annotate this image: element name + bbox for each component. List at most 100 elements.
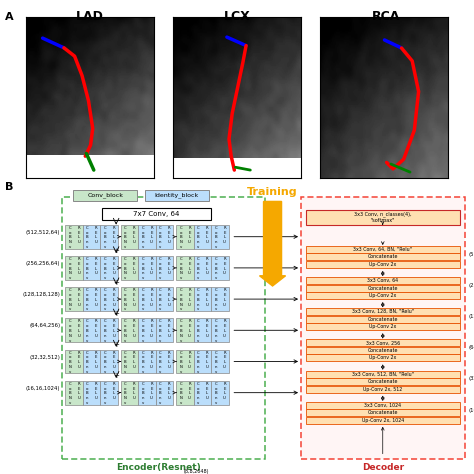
Text: N: N (124, 396, 127, 400)
Text: R: R (95, 319, 98, 323)
Text: C: C (103, 226, 106, 230)
Text: B: B (179, 266, 182, 271)
Text: n: n (215, 365, 217, 369)
FancyBboxPatch shape (306, 371, 460, 377)
Text: B: B (214, 360, 217, 364)
Text: 3x3 Conv, 64, BN, "Relu": 3x3 Conv, 64, BN, "Relu" (353, 247, 412, 252)
Text: v: v (159, 370, 162, 374)
Text: n: n (86, 396, 89, 400)
Text: B: B (68, 329, 71, 333)
Text: N: N (68, 365, 71, 369)
Text: L: L (133, 329, 135, 333)
FancyBboxPatch shape (306, 417, 460, 424)
Text: C: C (86, 319, 89, 323)
Text: B: B (141, 392, 144, 395)
Text: o: o (197, 356, 200, 359)
Text: C: C (214, 319, 217, 323)
Text: o: o (86, 231, 89, 235)
Text: N: N (179, 272, 182, 275)
FancyBboxPatch shape (306, 378, 460, 385)
Text: (64,64,256): (64,64,256) (468, 345, 474, 350)
FancyBboxPatch shape (306, 316, 460, 323)
FancyBboxPatch shape (73, 190, 137, 201)
Text: C: C (124, 288, 127, 292)
Text: E: E (223, 356, 226, 359)
FancyBboxPatch shape (65, 225, 83, 249)
FancyBboxPatch shape (211, 349, 229, 374)
Text: B: B (197, 329, 200, 333)
Text: v: v (124, 338, 127, 343)
Text: U: U (77, 302, 80, 307)
Text: o: o (142, 356, 144, 359)
Text: v: v (197, 401, 200, 405)
Text: o: o (124, 293, 127, 297)
Text: E: E (188, 262, 191, 266)
FancyBboxPatch shape (211, 381, 229, 405)
Text: U: U (223, 365, 226, 369)
Text: L: L (113, 266, 115, 271)
Text: E: E (150, 231, 153, 235)
Text: N: N (124, 334, 127, 338)
Text: N: N (124, 272, 127, 275)
FancyBboxPatch shape (121, 287, 138, 311)
FancyBboxPatch shape (138, 287, 156, 311)
Text: o: o (159, 387, 162, 391)
Text: L: L (95, 329, 97, 333)
Text: L: L (133, 266, 135, 271)
Text: E: E (133, 387, 135, 391)
Text: v: v (86, 245, 89, 249)
Text: v: v (124, 401, 127, 405)
Text: U: U (150, 240, 153, 244)
FancyBboxPatch shape (194, 287, 211, 311)
Text: o: o (69, 356, 71, 359)
Text: E: E (188, 324, 191, 328)
Text: R: R (77, 351, 80, 355)
Text: o: o (159, 262, 162, 266)
Text: n: n (215, 272, 217, 275)
Text: L: L (95, 360, 97, 364)
Text: U: U (188, 365, 191, 369)
FancyBboxPatch shape (100, 349, 118, 374)
Text: n: n (159, 240, 162, 244)
FancyBboxPatch shape (211, 225, 229, 249)
Text: R: R (188, 226, 191, 230)
Text: v: v (215, 245, 217, 249)
Text: o: o (180, 387, 182, 391)
Text: R: R (150, 288, 153, 292)
Text: o: o (197, 387, 200, 391)
Text: o: o (142, 231, 144, 235)
Text: L: L (78, 392, 80, 395)
Text: B: B (5, 182, 13, 192)
Text: o: o (159, 324, 162, 328)
Text: (32,32,512): (32,32,512) (468, 376, 474, 382)
Text: n: n (104, 365, 106, 369)
Text: o: o (86, 324, 89, 328)
FancyBboxPatch shape (65, 381, 83, 405)
Text: R: R (112, 288, 115, 292)
Text: U: U (112, 302, 115, 307)
Text: E: E (77, 324, 80, 328)
Text: (512,512,64): (512,512,64) (26, 230, 60, 235)
Text: C: C (68, 319, 71, 323)
Text: E: E (133, 262, 135, 266)
Text: U: U (133, 334, 136, 338)
Text: E: E (150, 262, 153, 266)
Text: (64,64,256): (64,64,256) (29, 323, 60, 328)
Text: v: v (124, 245, 127, 249)
Text: o: o (142, 387, 144, 391)
Text: B: B (124, 360, 127, 364)
Text: 3x3 Conv, 128, BN, "Relu": 3x3 Conv, 128, BN, "Relu" (352, 309, 414, 314)
Text: n: n (215, 396, 217, 400)
Text: L: L (224, 266, 226, 271)
Text: R: R (95, 288, 98, 292)
Text: U: U (95, 396, 98, 400)
Text: o: o (86, 293, 89, 297)
Text: R: R (223, 319, 226, 323)
Text: o: o (86, 387, 89, 391)
Text: R: R (188, 351, 191, 355)
Text: R: R (206, 382, 209, 386)
FancyBboxPatch shape (306, 386, 460, 392)
FancyBboxPatch shape (156, 349, 173, 374)
Text: n: n (159, 365, 162, 369)
Text: 3x3 Conv, 256: 3x3 Conv, 256 (366, 340, 400, 346)
